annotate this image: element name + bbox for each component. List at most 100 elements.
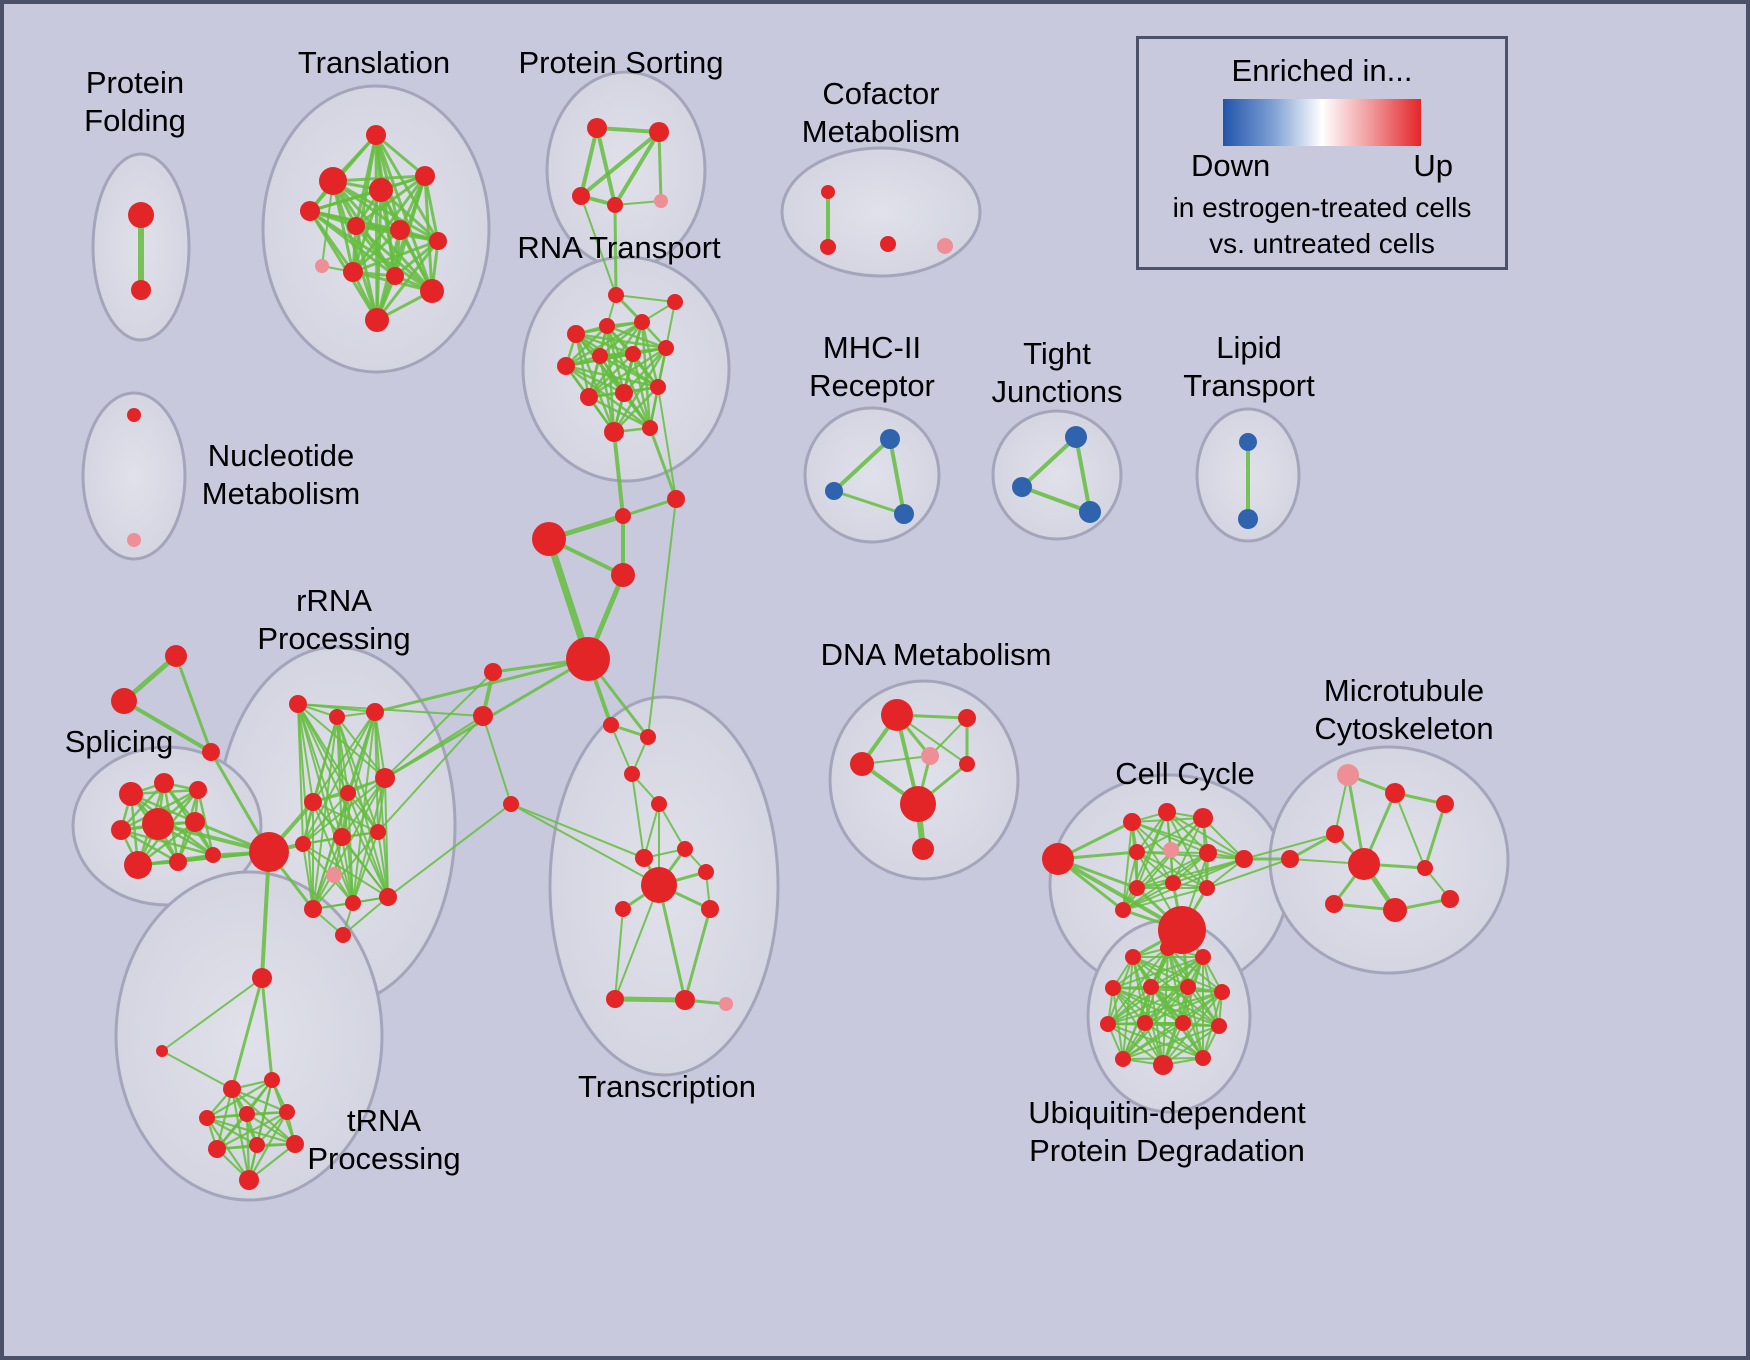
network-edge (374, 133, 434, 293)
network-node-up (202, 743, 220, 761)
network-edge (613, 203, 618, 297)
network-node-up (900, 786, 936, 822)
network-node-down (1065, 426, 1087, 448)
network-edge (351, 239, 440, 274)
network-edge (1112, 956, 1204, 989)
network-node-down (1239, 433, 1257, 451)
network-node-up (127, 408, 141, 422)
legend-down-label: Down (1191, 148, 1271, 183)
network-node-up (319, 167, 347, 195)
network-edge (1136, 852, 1209, 889)
cluster-label-ubiquitin-degradation: Ubiquitin-dependent (1028, 1095, 1306, 1130)
network-node-up (624, 766, 640, 782)
cluster-label-nucleotide-metabolism: Metabolism (202, 476, 361, 511)
network-edge (1107, 1023, 1204, 1059)
network-node-up (429, 232, 447, 250)
network-node-up (1211, 1018, 1227, 1034)
network-edge (1020, 435, 1078, 489)
cluster-label-ubiquitin-degradation: Protein Degradation (1029, 1133, 1305, 1168)
network-edge (1144, 991, 1223, 1024)
network-node-weak (315, 259, 329, 273)
network-node-up (279, 1104, 295, 1120)
cluster-label-cofactor-metabolism: Cofactor (822, 76, 939, 111)
network-edge (832, 437, 892, 493)
network-node-up (375, 768, 395, 788)
network-edge (1167, 947, 1223, 993)
network-node-up (420, 279, 444, 303)
network-node-up (128, 202, 154, 228)
network-edge (341, 777, 386, 838)
network-node-up (473, 706, 493, 726)
network-node-up (532, 522, 566, 556)
network-node-weak (719, 997, 733, 1011)
network-edge (587, 352, 635, 399)
network-edge (657, 386, 677, 500)
network-edge (387, 803, 512, 898)
network-edge (612, 996, 688, 1003)
network-edge (1136, 851, 1245, 860)
network-node-up (239, 1106, 255, 1122)
network-node-up (1195, 1050, 1211, 1066)
network-edge (1206, 858, 1291, 889)
network-edge (384, 715, 484, 779)
network-edge (342, 896, 389, 936)
network-edge (595, 126, 661, 134)
network-edge (230, 1087, 251, 1182)
network-node-up (365, 308, 389, 332)
network-node-up (119, 782, 143, 806)
cluster-label-dna-metabolism: DNA Metabolism (821, 637, 1052, 672)
network-edge (631, 773, 645, 859)
network-node-up (286, 1135, 304, 1153)
network-node-up (1436, 795, 1454, 813)
network-edge (1136, 817, 1204, 853)
network-edge (377, 831, 389, 898)
network-edge (373, 657, 590, 714)
network-node-up (369, 178, 393, 202)
network-node-up (1195, 949, 1211, 965)
network-node-up (615, 508, 631, 524)
network-edge (1243, 833, 1336, 860)
network-edge (564, 324, 609, 368)
network-node-up (366, 703, 384, 721)
network-node-up (154, 773, 174, 793)
network-node-up (635, 849, 653, 867)
network-edge (605, 324, 616, 434)
network-edge (1122, 811, 1168, 911)
network-node-up (850, 752, 874, 776)
network-node-up (223, 1080, 241, 1098)
network-edge (393, 239, 440, 278)
network-edge (336, 716, 389, 898)
network-edge (622, 346, 668, 395)
network-node-up (587, 118, 607, 138)
network-node-up (642, 420, 658, 436)
network-node-up (304, 793, 322, 811)
cluster-ellipse-mhc-ii-receptor (803, 406, 941, 544)
network-node-up (603, 717, 619, 733)
network-node-up (820, 239, 836, 255)
network-edge (580, 195, 617, 296)
cluster-label-rrna-processing: rRNA (296, 583, 372, 618)
network-edge (161, 1050, 233, 1090)
network-node-up (1160, 940, 1176, 956)
network-edge (297, 703, 314, 803)
network-edge (1107, 947, 1169, 1025)
cluster-ellipse-trna-processing (114, 870, 384, 1202)
network-edge (196, 788, 215, 857)
cluster-ellipse-cofactor-metabolism (780, 146, 982, 278)
network-node-down (1079, 501, 1101, 523)
network-node-up (370, 824, 386, 840)
cluster-label-microtubule-cytoskeleton: Cytoskeleton (1314, 711, 1493, 746)
cluster-ellipse-tight-junctions (991, 409, 1123, 541)
network-edge (564, 364, 626, 395)
network-edge (302, 792, 349, 845)
network-edge (375, 174, 427, 322)
network-edge (423, 174, 434, 293)
network-edge (598, 320, 644, 358)
network-node-up (1100, 1016, 1116, 1032)
network-edge (297, 703, 376, 713)
network-node-up (641, 867, 677, 903)
cluster-label-mhc-ii-receptor: MHC-II (823, 330, 921, 365)
cluster-label-tight-junctions: Tight (1023, 336, 1091, 371)
network-edge (1144, 986, 1189, 1024)
network-edge (579, 126, 599, 198)
